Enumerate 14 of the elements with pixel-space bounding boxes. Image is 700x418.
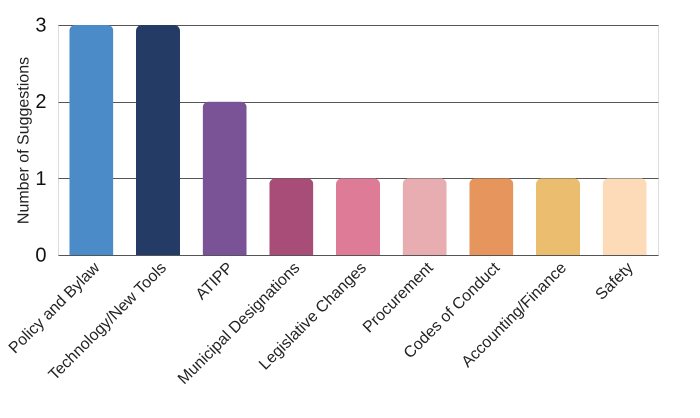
bar — [269, 178, 314, 255]
bar — [602, 178, 647, 255]
bar — [336, 178, 380, 255]
y-axis-title: Number of Suggestions — [15, 56, 32, 224]
bar — [536, 178, 580, 255]
y-tick-label: 3 — [35, 14, 46, 36]
y-tick-label: 2 — [35, 91, 46, 114]
y-tick-label: 1 — [35, 168, 46, 190]
bar — [469, 178, 514, 255]
bar — [202, 102, 247, 255]
bar — [69, 25, 114, 255]
y-tick-label: 0 — [35, 244, 46, 266]
bar — [136, 25, 180, 255]
bar — [402, 178, 447, 255]
